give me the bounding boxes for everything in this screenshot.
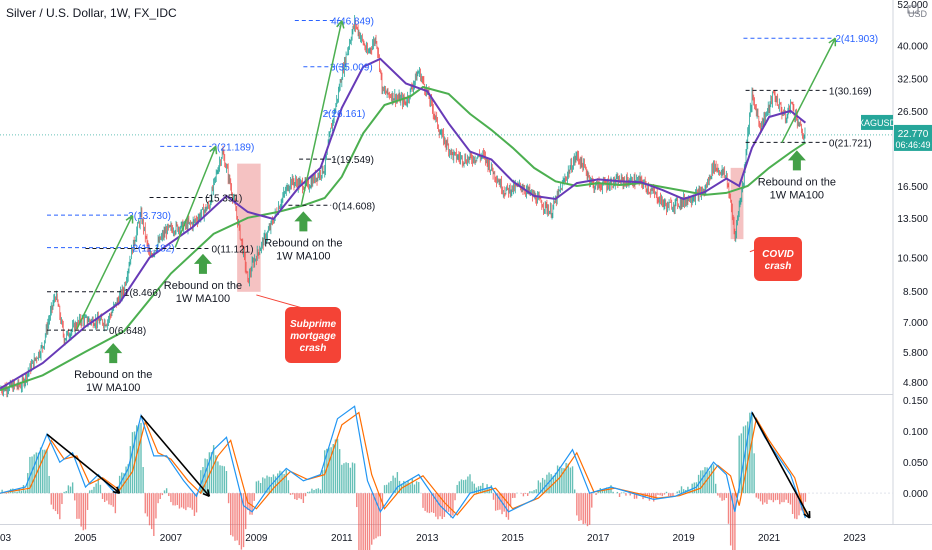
chart-title: Silver / U.S. Dollar, 1W, FX_IDC [6,6,177,20]
osc-trend-arrow-line [751,412,811,519]
rebound-annotation: 1W MA100 [276,250,330,262]
fib-level-label: 2(11.182) [132,244,174,255]
time-tick-label: 2003 [0,533,12,544]
price-tick-label: 26.500 [897,107,928,118]
time-tick-label: 2017 [587,533,610,544]
rebound-annotation: 1W MA100 [770,189,824,201]
callout-text: COVID [762,249,794,260]
rebound-up-arrow-icon [193,253,212,274]
price-tick-label: 8.500 [903,287,928,298]
fib-level-label: 0(6.648) [109,326,146,337]
projection-arrow-head [828,37,837,47]
projection-arrow-line [300,20,343,206]
time-tick-label: 2015 [502,533,525,544]
oscillator-axis: 0.150 0.100 0.050 0.000 [903,396,928,500]
rebound-annotation: 1W MA100 [176,293,230,305]
callout-text: crash [765,261,792,272]
fib-level-label: 2(26.161) [323,109,366,120]
fib-level-label: 1(30.169) [829,86,872,97]
symbol-badge [861,114,893,130]
osc-trend-arrow-line [140,415,210,497]
time-tick-label: 2019 [673,533,696,544]
bar-countdown: 06:46:49 [895,140,930,150]
rebound-annotation: Rebound on the [74,369,152,381]
projection-arrow-line [174,145,217,248]
fib-level-label: 0(11.121) [212,245,254,256]
callout-text: Subprime [290,319,337,330]
rebound-up-arrow-icon [104,343,123,364]
bell-icon [907,5,919,14]
fib-level-label: 0(14.608) [332,201,375,212]
rebound-up-arrow-icon [787,150,806,171]
osc-tick-label: 0.100 [903,427,928,438]
price-tick-label: 40.000 [897,42,928,53]
projection-arrow-head [125,214,134,224]
price-tick-label: 10.500 [897,254,928,265]
price-candles [0,15,806,398]
rebound-annotation: Rebound on the [164,280,242,292]
price-tick-label: 13.500 [897,214,928,225]
fib-level-label: 2(21.189) [212,142,255,153]
osc-tick-label: 0.150 [903,396,928,407]
time-tick-label: 2005 [74,533,97,544]
time-tick-label: 2011 [331,533,353,544]
time-tick-label: 2021 [758,533,781,544]
osc-histogram [1,412,807,550]
osc-tick-label: 0.000 [903,489,928,500]
time-tick-label: 2013 [416,533,439,544]
fib-levels: 4(46.849) 3(35.009) 2(26.161) 1(19.549) 0(14… [47,17,878,337]
price-tick-label: 4.800 [903,378,928,389]
osc-trend-arrow-head [202,489,211,498]
callout-text: crash [300,343,327,354]
osc-trend-arrow-line [46,433,121,494]
currency-label: USD [908,9,928,19]
projection-arrow-line [76,215,134,330]
projection-arrow-head [209,145,218,155]
rebound-annotation: Rebound on the [264,237,342,249]
subprime-crash-zone [237,163,261,292]
fib-level-label: 1(19.549) [331,155,374,166]
osc-tick-label: 0.050 [903,458,928,469]
fib-level-label: 1(8.466) [124,288,161,299]
callout-box [285,307,341,363]
price-axis: 52.00040.00032.50026.50016.50013.50010.5… [897,0,928,389]
rebound-annotation: Rebound on the [758,176,836,188]
projection-arrow-line [781,37,836,143]
fib-level-label: 3(13.730) [128,211,171,222]
rebound-up-arrow-icon [294,211,313,232]
last-price-badge [894,124,932,151]
price-tick-label: 5.800 [903,348,928,359]
osc-orange-line [0,411,806,516]
fib-level-label: 0(21.721) [829,138,872,149]
rebound-annotation: 1W MA100 [86,382,140,394]
callout-text: mortgage [290,331,336,342]
fib-level-label: 4(46.849) [331,17,374,28]
osc-trend-arrow-head [112,486,121,494]
symbol-badge-label: XAGUSD [858,118,897,128]
fib-level-label: 2(41.903) [835,34,878,45]
callout-box [754,237,802,281]
price-tick-label: 7.000 [903,318,928,329]
time-axis: 2003 2005 2007 2009 2011 2013 2015 2017 2019 2021… [0,533,866,544]
fib-level-label: (15.351) [205,193,242,204]
fib-level-label: 3(35.009) [330,63,373,74]
time-tick-label: 2007 [160,533,183,544]
last-price-value: 22.770 [898,129,929,140]
ma-purple-line [0,57,807,390]
time-tick-label: 2023 [843,533,866,544]
projection-arrow-head [336,20,345,29]
price-tick-label: 32.500 [897,75,928,86]
time-tick-label: 2009 [245,533,268,544]
osc-blue-line [0,405,806,519]
osc-trend-arrow-head [803,510,811,519]
price-tick-label: 16.500 [897,182,928,193]
